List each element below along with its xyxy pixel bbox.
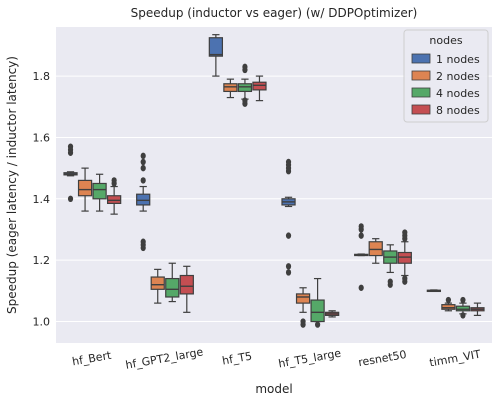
box-body: [252, 81, 267, 91]
y-tick-label: 1.2: [33, 254, 51, 267]
x-tick-label: hf_T5: [221, 350, 253, 368]
y-tick-label: 1.8: [33, 70, 51, 83]
legend-label: 2 nodes: [436, 70, 480, 83]
legend-label: 4 nodes: [436, 87, 480, 100]
x-tick-labels: hf_Bert hf_GPT2_large hf_T5 hf_T5_large resn…: [71, 345, 482, 371]
outlier-point: [315, 321, 321, 328]
outlier-point: [285, 263, 292, 270]
box-timm_VIT-8-nodes: [470, 302, 485, 316]
y-tick-label: 1.4: [33, 193, 51, 206]
legend-swatch: [411, 53, 431, 64]
box-hf_Bert-1-nodes: [63, 143, 78, 203]
box-resnet50-2-nodes: [368, 238, 383, 264]
box-body: [77, 179, 93, 197]
box-body: [223, 83, 238, 93]
box-body: [92, 182, 107, 200]
outlier-point: [67, 195, 74, 203]
box-hf_GPT2_large-8-nodes: [179, 265, 194, 313]
outlier-point: [300, 318, 306, 325]
box-resnet50-8-nodes: [397, 229, 412, 285]
box-body: [441, 304, 456, 310]
legend-title: nodes: [429, 34, 462, 47]
legend-swatch: [411, 70, 431, 81]
box-body: [310, 299, 325, 323]
box-body: [237, 83, 253, 93]
box-body: [455, 305, 471, 312]
outlier-point: [140, 164, 146, 172]
outlier-point: [387, 278, 393, 285]
box-body: [150, 276, 165, 290]
box-hf_Bert-2-nodes: [77, 167, 93, 212]
box-body: [136, 193, 151, 206]
box-hf_GPT2_large-2-nodes: [150, 268, 165, 304]
box-hf_T5-4-nodes: [237, 63, 253, 107]
box-hf_T5_large-4-nodes: [310, 277, 325, 328]
box-hf_T5-2-nodes: [223, 78, 238, 99]
box-body: [179, 274, 194, 295]
x-tick-label: hf_Bert: [71, 349, 113, 369]
outlier-point: [140, 158, 146, 166]
outlier-point: [358, 223, 364, 230]
outlier-point: [445, 296, 451, 304]
x-tick-label: hf_T5_large: [277, 347, 342, 371]
x-tick-label: hf_GPT2_large: [125, 345, 205, 371]
outlier-point: [402, 229, 408, 236]
box-hf_T5_large-2-nodes: [295, 287, 311, 328]
outlier-point: [285, 232, 292, 239]
outlier-point: [460, 312, 466, 319]
outlier-point: [358, 284, 364, 291]
y-tick-label: 1.6: [33, 131, 51, 144]
box-body: [208, 37, 224, 57]
legend-swatch: [411, 87, 431, 98]
outlier-point: [140, 238, 146, 245]
box-body: [106, 195, 122, 205]
x-axis-title: model: [255, 382, 292, 396]
outlier-point: [402, 275, 408, 282]
box-hf_T5_large-1-nodes: [281, 158, 296, 276]
outlier-point: [140, 177, 146, 184]
outlier-point: [358, 232, 364, 239]
legend-label: 1 nodes: [436, 53, 480, 66]
x-tick-label: timm_VIT: [428, 348, 482, 370]
boxes: [63, 34, 485, 328]
box-body: [397, 251, 412, 264]
box-timm_VIT-2-nodes: [441, 296, 456, 312]
legend-label: 8 nodes: [436, 104, 480, 117]
outlier-point: [460, 296, 466, 304]
box-body: [295, 293, 311, 304]
y-axis-title: Speedup (eager latency / inductor latenc…: [5, 56, 19, 314]
grid-lines: [56, 75, 492, 323]
legend: nodes 1 nodes 2 nodes 4 nodes 8 nodes: [403, 29, 489, 123]
legend-swatch: [411, 104, 431, 115]
box-body: [165, 277, 180, 298]
chart-title: Speedup (inductor vs eager) (w/ DDPOptim…: [131, 6, 418, 20]
box-hf_T5-8-nodes: [252, 75, 267, 102]
box-timm_VIT-1-nodes: [426, 289, 442, 293]
y-tick-labels: 1.0 1.2 1.4 1.6 1.8: [33, 70, 51, 328]
outlier-point: [242, 63, 248, 71]
x-tick-label: resnet50: [357, 348, 407, 369]
box-body: [368, 241, 383, 257]
box-timm_VIT-4-nodes: [455, 296, 471, 319]
y-tick-label: 1.0: [33, 316, 51, 329]
outlier-point: [242, 97, 248, 104]
box-resnet50-1-nodes: [354, 223, 369, 291]
box-hf_Bert-8-nodes: [106, 177, 122, 215]
outlier-point: [285, 269, 292, 276]
box-hf_T5_large-8-nodes: [324, 310, 340, 318]
box-resnet50-4-nodes: [383, 244, 398, 288]
legend-box: [403, 29, 489, 123]
box-hf_GPT2_large-1-nodes: [136, 152, 151, 252]
box-hf_Bert-4-nodes: [92, 173, 107, 212]
box-hf_GPT2_large-4-nodes: [165, 262, 180, 303]
box-hf_T5-1-nodes: [208, 34, 224, 77]
outlier-point: [285, 158, 292, 166]
outlier-point: [67, 143, 74, 150]
outlier-point: [140, 152, 146, 160]
outlier-point: [111, 177, 117, 184]
